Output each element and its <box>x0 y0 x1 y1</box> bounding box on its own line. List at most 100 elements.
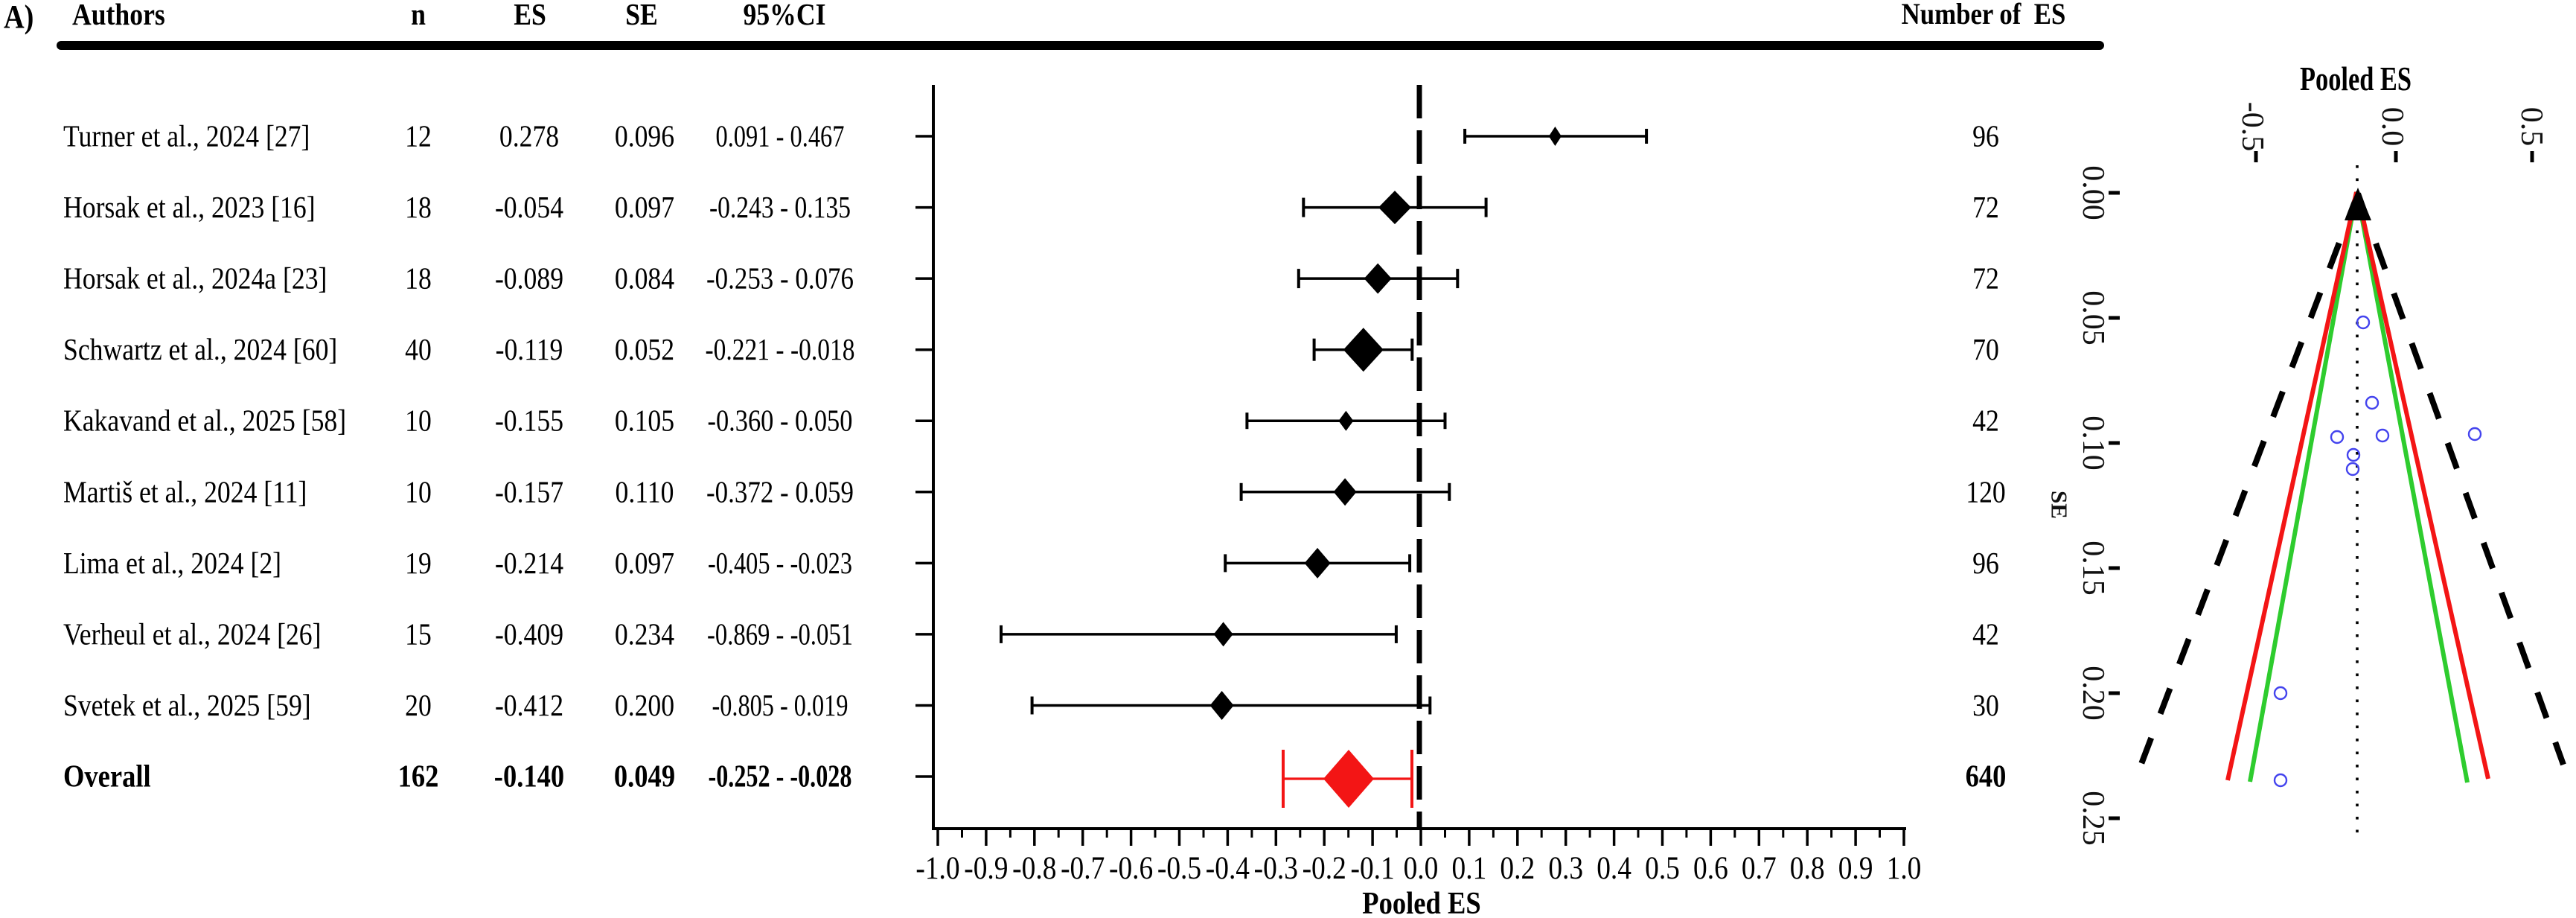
svg-text:-0.9: -0.9 <box>964 850 1008 886</box>
svg-text:640: 640 <box>1966 759 2007 794</box>
svg-text:12: 12 <box>405 120 432 153</box>
svg-text:0.097: 0.097 <box>615 191 674 225</box>
svg-text:0.15: 0.15 <box>2076 541 2110 596</box>
svg-text:0.10: 0.10 <box>2076 415 2110 471</box>
svg-text:0.4: 0.4 <box>1597 850 1631 886</box>
svg-text:n: n <box>411 0 426 32</box>
svg-text:Horsak et al., 2023 [16]: Horsak et al., 2023 [16] <box>63 191 316 225</box>
svg-text:-0.412: -0.412 <box>495 689 563 723</box>
svg-text:18: 18 <box>405 262 432 296</box>
svg-text:-0.252 - -0.028: -0.252 - -0.028 <box>709 759 852 794</box>
svg-text:-0.2: -0.2 <box>1303 850 1346 886</box>
svg-text:72: 72 <box>1972 191 1999 225</box>
svg-text:0.7: 0.7 <box>1742 850 1777 886</box>
svg-text:-0.360 - 0.050: -0.360 - 0.050 <box>708 404 853 438</box>
svg-text:0.0: 0.0 <box>2375 107 2409 147</box>
svg-text:Number of ES: Number of ES <box>1902 0 2066 31</box>
svg-text:Verheul et al., 2024 [26]: Verheul et al., 2024 [26] <box>63 618 321 651</box>
svg-text:0.9: 0.9 <box>1838 850 1873 886</box>
svg-text:SE: SE <box>2047 491 2073 519</box>
svg-text:-0.157: -0.157 <box>495 476 563 509</box>
svg-text:95%CI: 95%CI <box>744 0 826 32</box>
svg-text:-0.1: -0.1 <box>1350 850 1394 886</box>
svg-text:Horsak et al., 2024a [23]: Horsak et al., 2024a [23] <box>63 262 327 296</box>
svg-text:120: 120 <box>1966 476 2005 509</box>
svg-text:10: 10 <box>405 476 432 509</box>
svg-text:0.5: 0.5 <box>2514 107 2548 147</box>
svg-text:0.049: 0.049 <box>614 759 675 794</box>
svg-text:0.097: 0.097 <box>615 547 674 581</box>
svg-text:-0.805 - 0.019: -0.805 - 0.019 <box>712 689 848 723</box>
svg-text:96: 96 <box>1972 547 1999 581</box>
svg-text:0.105: 0.105 <box>615 404 674 438</box>
svg-text:42: 42 <box>1972 618 1999 651</box>
svg-text:-0.054: -0.054 <box>495 191 563 225</box>
svg-text:162: 162 <box>398 759 439 794</box>
svg-text:0.8: 0.8 <box>1790 850 1825 886</box>
svg-text:0.05: 0.05 <box>2076 290 2110 345</box>
svg-text:18: 18 <box>405 191 432 225</box>
svg-text:0.084: 0.084 <box>615 262 674 296</box>
svg-text:0.2: 0.2 <box>1500 850 1535 886</box>
svg-text:-0.119: -0.119 <box>496 334 563 367</box>
svg-text:0.0: 0.0 <box>1404 850 1439 886</box>
svg-text:Martiš et al., 2024 [11]: Martiš et al., 2024 [11] <box>63 476 307 509</box>
svg-text:-0.869 - -0.051: -0.869 - -0.051 <box>707 618 853 651</box>
svg-text:42: 42 <box>1972 404 1999 438</box>
svg-text:-0.5: -0.5 <box>2235 102 2269 152</box>
svg-text:20: 20 <box>405 689 432 723</box>
svg-text:-0.6: -0.6 <box>1109 850 1153 886</box>
svg-text:-0.5: -0.5 <box>1157 850 1201 886</box>
svg-text:0.1: 0.1 <box>1452 850 1487 886</box>
svg-text:1.0: 1.0 <box>1887 850 1922 886</box>
svg-text:19: 19 <box>405 547 432 581</box>
svg-text:0.200: 0.200 <box>615 689 674 723</box>
svg-text:-0.409: -0.409 <box>495 618 563 651</box>
svg-text:72: 72 <box>1972 262 1999 296</box>
svg-text:Overall: Overall <box>63 759 151 794</box>
svg-text:-0.214: -0.214 <box>495 547 563 581</box>
svg-text:Kakavand et al., 2025 [58]: Kakavand et al., 2025 [58] <box>63 404 346 438</box>
svg-text:Schwartz et al., 2024 [60]: Schwartz et al., 2024 [60] <box>63 334 337 367</box>
svg-text:Svetek et al., 2025 [59]: Svetek et al., 2025 [59] <box>63 689 311 723</box>
svg-text:-0.253 - 0.076: -0.253 - 0.076 <box>706 262 854 296</box>
svg-text:96: 96 <box>1972 120 1999 153</box>
svg-text:30: 30 <box>1972 689 1999 723</box>
svg-text:-1.0: -1.0 <box>915 850 959 886</box>
svg-text:0.234: 0.234 <box>615 618 674 651</box>
svg-text:0.3: 0.3 <box>1548 850 1583 886</box>
svg-text:0.052: 0.052 <box>615 334 674 367</box>
svg-text:-0.8: -0.8 <box>1012 850 1056 886</box>
svg-text:-0.221 - -0.018: -0.221 - -0.018 <box>706 334 855 367</box>
svg-text:Turner et al., 2024 [27]: Turner et al., 2024 [27] <box>63 120 310 153</box>
svg-text:Pooled ES: Pooled ES <box>1362 886 1480 918</box>
svg-text:70: 70 <box>1972 334 1999 367</box>
svg-text:-0.155: -0.155 <box>495 404 563 438</box>
svg-text:0.110: 0.110 <box>616 476 674 509</box>
svg-text:10: 10 <box>405 404 432 438</box>
svg-text:-0.405 - -0.023: -0.405 - -0.023 <box>708 547 852 581</box>
svg-text:40: 40 <box>405 334 432 367</box>
svg-text:-0.243 - 0.135: -0.243 - 0.135 <box>709 191 851 225</box>
svg-text:ES: ES <box>514 0 546 32</box>
svg-text:0.5: 0.5 <box>1645 850 1680 886</box>
svg-text:-0.089: -0.089 <box>495 262 563 296</box>
svg-text:-0.140: -0.140 <box>494 759 564 794</box>
svg-text:Lima et al., 2024 [2]: Lima et al., 2024 [2] <box>63 547 281 581</box>
svg-text:0.091 - 0.467: 0.091 - 0.467 <box>715 120 844 153</box>
svg-text:15: 15 <box>405 618 432 651</box>
svg-text:Pooled ES: Pooled ES <box>2300 60 2412 98</box>
svg-text:0.096: 0.096 <box>615 120 674 153</box>
svg-text:Authors: Authors <box>72 0 165 32</box>
svg-text:0.6: 0.6 <box>1693 850 1728 886</box>
svg-text:0.278: 0.278 <box>499 120 559 153</box>
svg-text:0.00: 0.00 <box>2076 165 2110 220</box>
svg-text:0.25: 0.25 <box>2076 791 2110 846</box>
svg-text:-0.3: -0.3 <box>1254 850 1298 886</box>
svg-text:-0.4: -0.4 <box>1206 850 1250 886</box>
svg-text:-0.7: -0.7 <box>1061 850 1105 886</box>
svg-text:-0.372 - 0.059: -0.372 - 0.059 <box>706 476 854 509</box>
svg-text:SE: SE <box>625 0 658 32</box>
svg-text:A): A) <box>4 0 33 36</box>
svg-text:0.20: 0.20 <box>2076 666 2110 721</box>
